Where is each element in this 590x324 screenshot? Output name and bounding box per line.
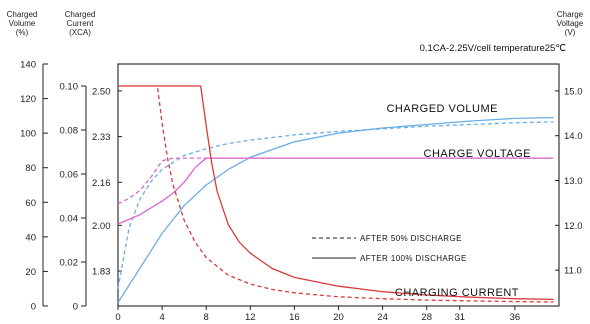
volume-solid-series-line (117, 116, 554, 303)
voltage-tick-label: 15.0 (564, 86, 583, 97)
axis-titles: ChargedVolume(%)ChargedCurrent(XCA)Charg… (7, 10, 584, 37)
charge-voltage-label: CHARGE VOLTAGE (424, 148, 531, 160)
cell-voltage-tick-label: 1.83 (92, 267, 111, 278)
x-tick-label: 31 (454, 312, 465, 323)
x-tick-label: 28 (421, 312, 432, 323)
x-tick-label: 16 (289, 312, 300, 323)
plot-border (117, 63, 560, 307)
current-dashed-series-line (157, 88, 554, 303)
current-axis-title-line: (XCA) (69, 28, 91, 37)
volume-tick-label: 0 (31, 302, 36, 313)
voltage-axis-title-line: Voltage (557, 19, 584, 28)
volume-axis-title-line: (%) (16, 28, 29, 37)
voltage-tick-label: 11.0 (564, 266, 582, 277)
legend-dashed-label: AFTER 50% DISCHARGE (360, 234, 462, 243)
cell-voltage-tick-label: 2.00 (92, 221, 111, 232)
voltage-tick-label: 14.0 (564, 131, 583, 142)
current-tick-label: 0.08 (60, 126, 79, 137)
x-tick-label: 20 (333, 312, 344, 323)
legend-solid-label: AFTER 100% DISCHARGE (360, 254, 467, 263)
x-tick-label: 12 (245, 312, 256, 323)
axes: 02040608010012014000.020.040.060.080.101… (20, 60, 582, 324)
x-tick-label: 0 (115, 312, 120, 323)
volume-tick-label: 100 (20, 129, 36, 140)
series-lines (117, 85, 554, 303)
current-axis-title-line: Current (67, 19, 94, 28)
volume-tick-label: 140 (20, 60, 36, 71)
current-tick-label: 0.10 (60, 82, 79, 93)
volume-tick-label: 40 (25, 232, 36, 243)
voltage-dashed-series-line (117, 157, 554, 205)
volume-tick-label: 80 (25, 163, 36, 174)
current-tick-label: 0.06 (60, 170, 79, 181)
current-solid-series-line (118, 85, 554, 301)
x-tick-label: 8 (204, 312, 209, 323)
x-tick-label: 4 (159, 312, 164, 323)
x-tick-label: 36 (510, 312, 521, 323)
volume-axis-title-line: Charged (7, 10, 38, 19)
voltage-solid-series-line (117, 157, 554, 225)
charging-current-label: CHARGING CURRENT (395, 287, 519, 299)
volume-tick-label: 20 (25, 267, 36, 278)
volume-tick-label: 120 (20, 94, 36, 105)
legend: AFTER 50% DISCHARGE AFTER 100% DISCHARGE (312, 234, 467, 263)
volume-dashed-series-line (117, 121, 554, 289)
voltage-tick-label: 12.0 (564, 221, 583, 232)
x-tick-label: 24 (377, 312, 388, 323)
condition-label: 0.1CA-2.25V/cell temperature25℃ (420, 43, 567, 54)
volume-axis-title-line: Volume (9, 19, 36, 28)
cell-voltage-tick-label: 2.50 (92, 86, 111, 97)
charged-volume-label: CHARGED VOLUME (386, 103, 498, 115)
current-axis-title-line: Charged (65, 10, 96, 19)
cell-voltage-tick-label: 2.33 (92, 132, 111, 143)
voltage-axis-title-line: (V) (565, 28, 576, 37)
current-tick-label: 0.02 (60, 258, 79, 269)
current-tick-label: 0 (73, 302, 78, 313)
volume-tick-label: 60 (25, 198, 36, 209)
cell-voltage-tick-label: 2.16 (92, 178, 111, 189)
voltage-tick-label: 13.0 (564, 176, 583, 187)
current-tick-label: 0.04 (60, 214, 79, 225)
plot-frame (117, 63, 560, 307)
voltage-axis-title-line: Charge (557, 10, 584, 19)
